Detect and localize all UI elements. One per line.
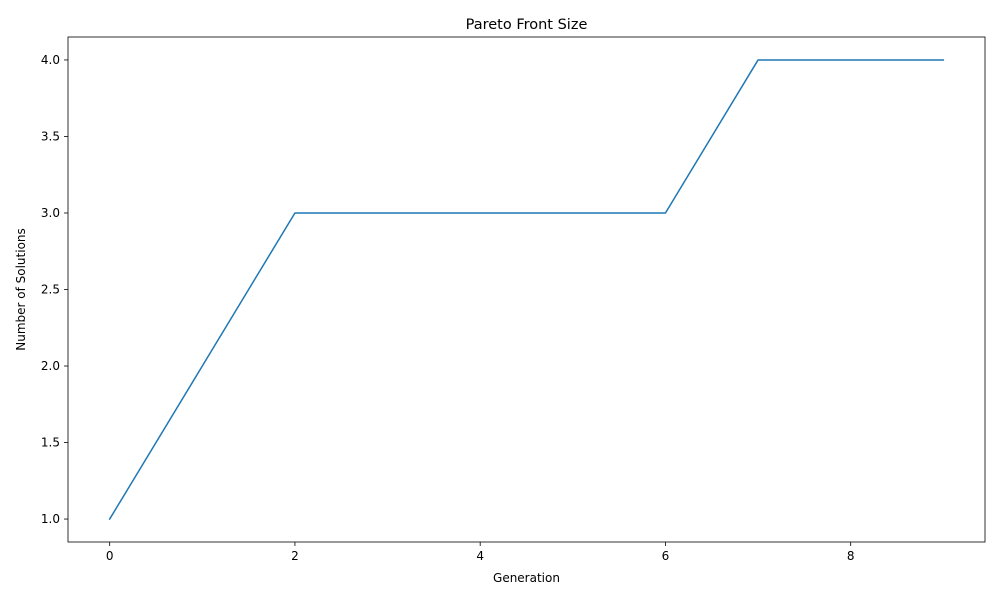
x-axis-label: Generation bbox=[493, 571, 560, 585]
chart-title: Pareto Front Size bbox=[466, 17, 588, 33]
x-axis-ticks: 0 2 4 6 8 bbox=[106, 542, 855, 563]
x-tick-label: 2 bbox=[291, 549, 299, 563]
y-tick-label: 1.5 bbox=[41, 436, 60, 450]
series-line-0 bbox=[108, 59, 945, 521]
y-tick-label: 3.5 bbox=[41, 129, 60, 143]
x-tick-label: 6 bbox=[662, 549, 670, 563]
x-tick-label: 0 bbox=[106, 549, 114, 563]
y-tick-label: 4.0 bbox=[41, 53, 60, 67]
x-tick-label: 4 bbox=[476, 549, 484, 563]
y-tick-label: 2.5 bbox=[41, 283, 60, 297]
x-tick-label: 8 bbox=[847, 549, 855, 563]
y-tick-label: 2.0 bbox=[41, 359, 60, 373]
y-tick-label: 3.0 bbox=[41, 206, 60, 220]
y-axis-ticks: 1.0 1.5 2.0 2.5 3.0 3.5 4.0 bbox=[41, 53, 68, 526]
y-axis-label: Number of Solutions bbox=[14, 228, 28, 351]
y-tick-label: 1.0 bbox=[41, 512, 60, 526]
